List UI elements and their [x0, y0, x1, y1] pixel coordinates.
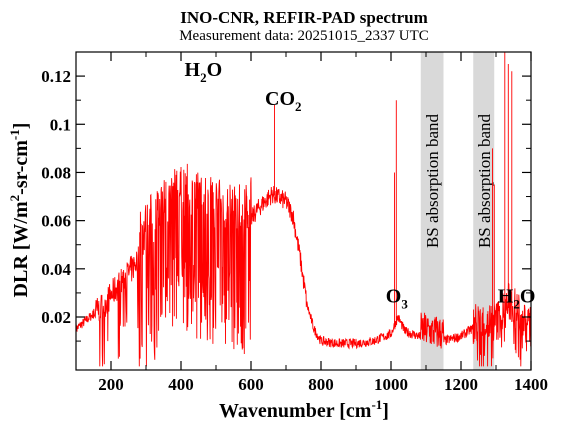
chart-title: INO-CNR, REFIR-PAD spectrum — [180, 8, 428, 27]
absorption-band-1 — [420, 52, 444, 370]
annotations: H2O CO2 O3 H2O — [185, 59, 536, 311]
y-axis-ticks: 0.02 0.04 0.06 0.08 0.1 0.12 — [41, 67, 531, 342]
y-axis-label-end: ] — [10, 123, 32, 130]
absorption-band-label-1: BS absorption band — [423, 113, 442, 248]
y-axis-label: DLR [W/m2-sr-cm-1] — [7, 123, 32, 298]
y-axis-label-sup1: 2 — [7, 195, 22, 202]
x-tick-label-400: 400 — [168, 375, 194, 394]
x-axis-label-sup: -1 — [371, 397, 382, 412]
y-axis-label-mid: -sr-cm — [10, 140, 32, 195]
x-axis-label-end: ] — [382, 400, 389, 422]
y-tick-label-1: 0.04 — [41, 260, 71, 279]
x-axis-label: Wavenumber [cm-1] — [219, 397, 389, 422]
x-tick-label-1400: 1400 — [514, 375, 548, 394]
y-tick-label-0: 0.02 — [41, 308, 71, 327]
y-tick-label-3: 0.08 — [41, 163, 71, 182]
x-tick-label-800: 800 — [308, 375, 334, 394]
y-tick-label-4: 0.1 — [50, 115, 71, 134]
h2o-label-right: H2O — [498, 286, 536, 312]
plot-frame — [75, 51, 532, 371]
x-axis-label-main: Wavenumber [cm — [219, 400, 372, 422]
x-tick-label-1200: 1200 — [444, 375, 478, 394]
y-axis-label-sup2: -1 — [7, 129, 22, 140]
x-tick-label-200: 200 — [98, 375, 124, 394]
absorption-band-labels: BS absorption band BS absorption band — [423, 113, 494, 248]
chart-subtitle: Measurement data: 20251015_2337 UTC — [179, 28, 429, 44]
h2o-label-left: H2O — [185, 59, 223, 85]
absorption-band-2 — [473, 52, 495, 370]
x-tick-label-600: 600 — [238, 375, 264, 394]
x-axis-ticks: 200 400 600 800 1000 1200 1400 — [75, 52, 548, 394]
x-tick-label-1000: 1000 — [374, 375, 408, 394]
y-tick-label-2: 0.06 — [41, 212, 71, 231]
absorption-band-label-2: BS absorption band — [475, 113, 494, 248]
spectrum-line — [75, 52, 532, 367]
o3-label: O3 — [386, 286, 409, 312]
y-tick-label-5: 0.12 — [41, 67, 71, 86]
y-axis-label-main: DLR [W/m — [10, 201, 32, 297]
absorption-bands — [420, 52, 495, 370]
co2-label: CO2 — [265, 88, 302, 114]
